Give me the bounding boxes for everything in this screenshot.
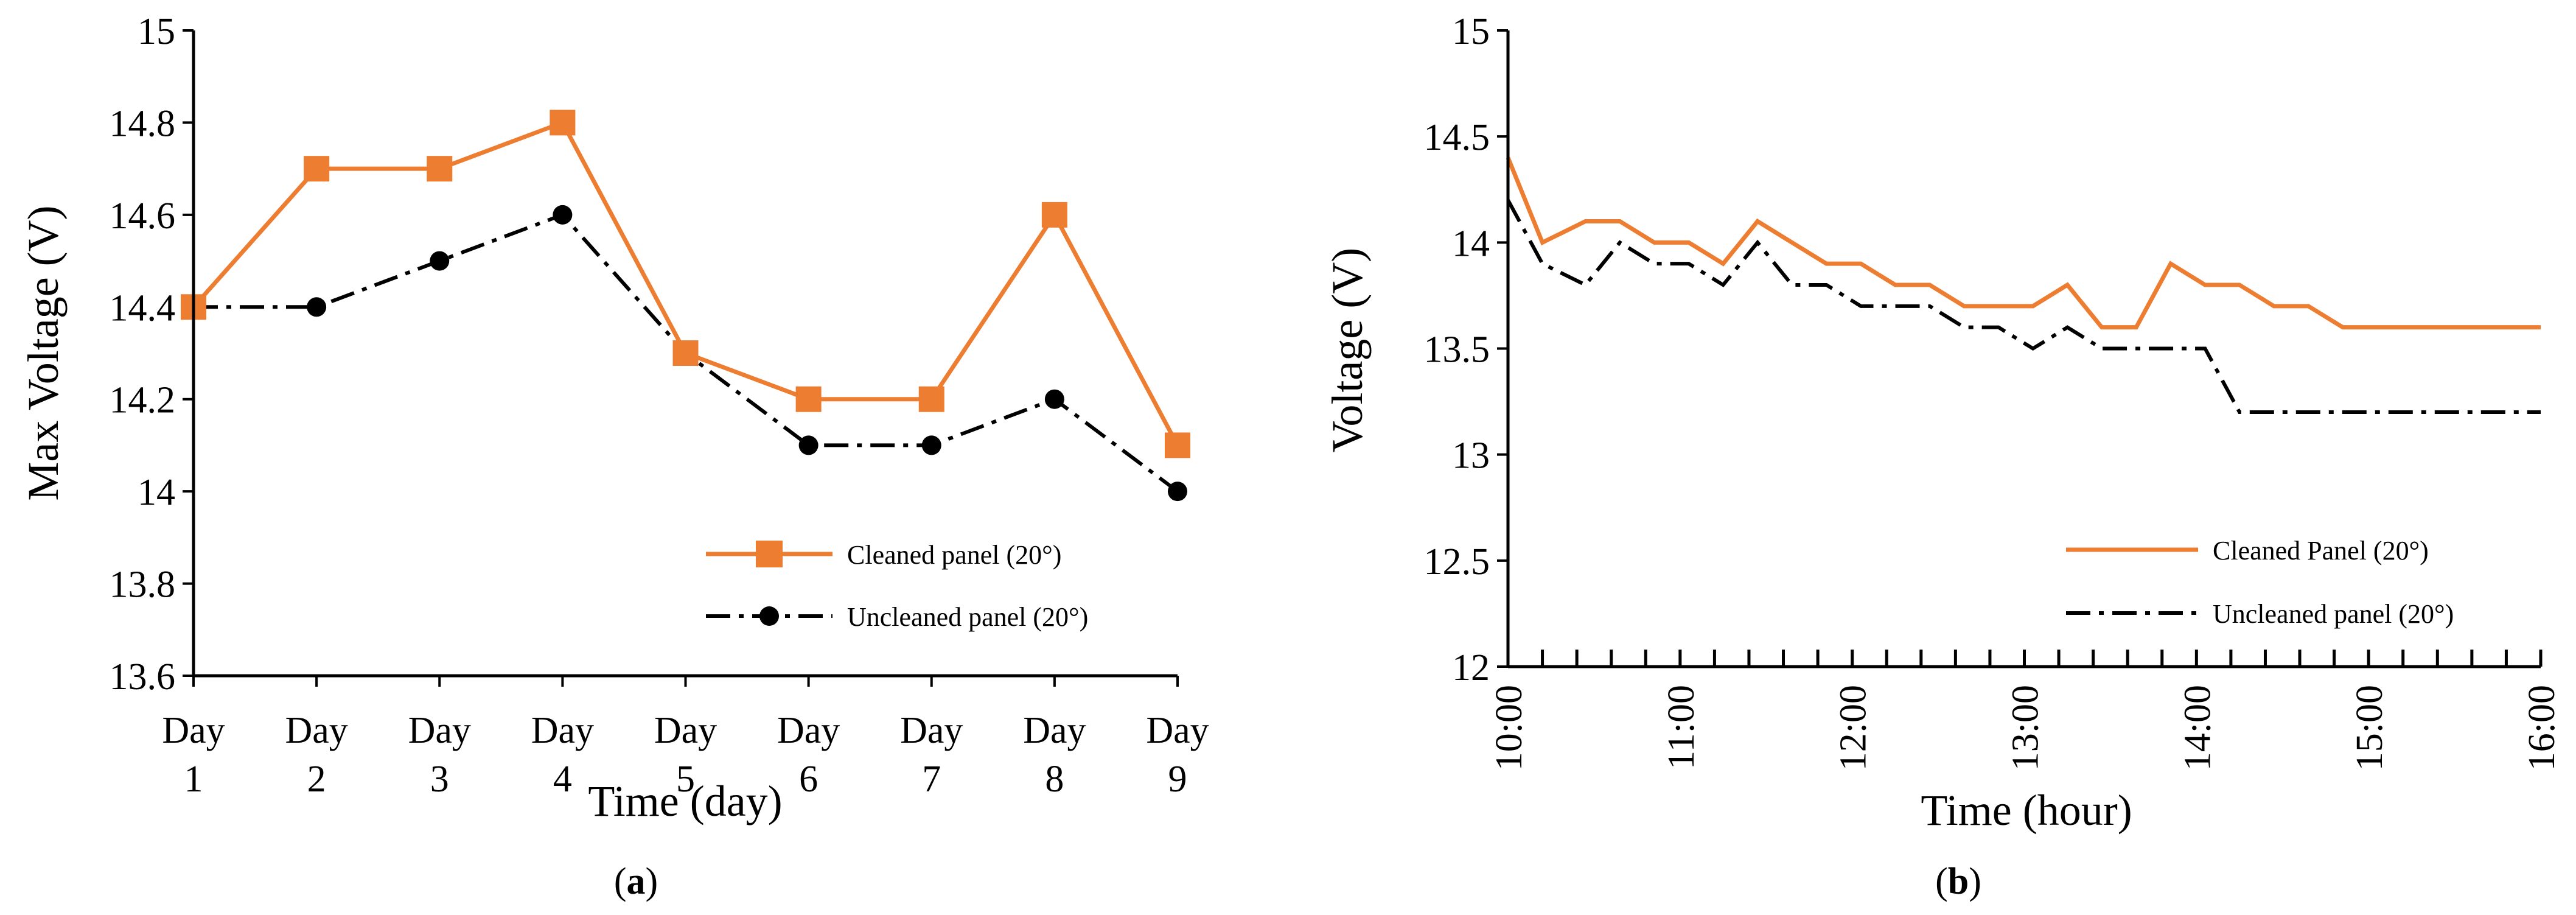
- b-caption-text: (b): [1935, 861, 1981, 902]
- a-legend: Cleaned panel (20°) Uncleaned panel (20°…: [706, 540, 1088, 632]
- a-series-layer: [181, 110, 1190, 502]
- a-legend-label-cleaned: Cleaned panel (20°): [847, 540, 1061, 570]
- a-legend-marker-uncleaned: [759, 606, 779, 626]
- a-point-cleaned: [550, 110, 576, 136]
- b-y-tick-label: 12.5: [1424, 541, 1490, 583]
- a-x-axis-ticks: Day 1 Day 2 Day 3 Day 4 Day 5 Day 6 Day 7 Day 8 Day 9: [162, 676, 1209, 800]
- b-x-tick-label: 14:00: [2177, 685, 2218, 771]
- a-point-cleaned: [918, 386, 944, 412]
- a-x-tick-label-number: 6: [799, 759, 818, 800]
- a-y-tick-label: 14.8: [110, 103, 176, 144]
- a-y-tick-label: 14: [138, 472, 175, 513]
- b-legend-label-cleaned: Cleaned Panel (20°): [2213, 536, 2429, 566]
- b-caption: (b): [1935, 861, 1981, 902]
- a-point-cleaned: [672, 340, 699, 366]
- b-legend-item-uncleaned: Uncleaned panel (20°): [2066, 599, 2454, 629]
- a-point-uncleaned: [1044, 389, 1064, 409]
- b-x-tick-label: 11:00: [1661, 685, 1702, 770]
- a-x-tick-label-day: Day: [285, 710, 347, 751]
- b-x-tick-label: 16:00: [2521, 685, 2563, 771]
- b-y-tick-label: 12: [1452, 647, 1490, 689]
- a-x-axis-title: Time (day): [588, 777, 782, 826]
- a-point-cleaned: [1165, 432, 1190, 458]
- b-y-tick-label: 13.5: [1424, 329, 1490, 371]
- b-caption-letter: b: [1948, 861, 1969, 902]
- a-y-tick-label: 14.2: [110, 380, 176, 421]
- b-series-layer: [1506, 156, 2541, 414]
- b-y-tick-label: 13: [1452, 435, 1490, 477]
- a-x-tick-label-day: Day: [654, 710, 717, 751]
- a-point-uncleaned: [553, 205, 573, 225]
- a-point-uncleaned: [798, 435, 819, 455]
- a-x-tick-label-day: Day: [1023, 710, 1086, 751]
- a-point-cleaned: [795, 386, 822, 412]
- b-y-tick-label: 14.5: [1424, 117, 1490, 158]
- a-point-uncleaned: [307, 297, 327, 317]
- b-caption-close: ): [1969, 861, 1981, 902]
- b-legend-label-uncleaned: Uncleaned panel (20°): [2213, 599, 2454, 629]
- a-y-tick-label: 14.4: [110, 287, 176, 329]
- a-y-axis-title: Max Voltage (V): [19, 205, 68, 500]
- b-y-axis-title: Voltage (V): [1323, 248, 1372, 453]
- b-x-axis-title: Time (hour): [1921, 786, 2132, 835]
- a-series-cleaned-line: [192, 120, 1180, 447]
- a-x-tick-label-number: 7: [922, 759, 941, 800]
- b-legend: Cleaned Panel (20°) Uncleaned panel (20°…: [2066, 536, 2454, 629]
- a-x-tick-label-day: Day: [408, 710, 471, 751]
- a-y-axis-ticks: 13.6 13.8 14 14.2 14.4 14.6 14.8 15: [110, 11, 194, 698]
- a-point-cleaned: [1041, 202, 1067, 228]
- a-x-tick-label-number: 2: [307, 759, 326, 800]
- a-legend-item-uncleaned: Uncleaned panel (20°): [706, 602, 1088, 632]
- b-y-tick-label: 15: [1452, 11, 1490, 52]
- a-legend-item-cleaned: Cleaned panel (20°): [706, 540, 1061, 570]
- b-y-axis-ticks: 12 12.5 13 13.5 14 14.5 15: [1424, 11, 1508, 689]
- b-y-tick-label: 14: [1452, 223, 1490, 264]
- b-series-cleaned-line: [1506, 156, 2541, 330]
- a-y-tick-label: 13.6: [110, 656, 176, 698]
- a-x-tick-label-number: 8: [1045, 759, 1064, 800]
- a-x-tick-label-number: 3: [430, 759, 449, 800]
- a-x-tick-label-number: 1: [184, 759, 203, 800]
- a-x-tick-label-day: Day: [531, 710, 594, 751]
- a-y-tick-label: 15: [138, 11, 175, 52]
- a-legend-marker-cleaned: [756, 541, 783, 567]
- a-point-cleaned: [427, 156, 453, 182]
- a-x-tick-label-day: Day: [900, 710, 963, 751]
- a-point-uncleaned: [921, 435, 941, 455]
- a-point-uncleaned: [430, 251, 450, 271]
- b-x-axis-ticks: 10:00 11:00 12:00 13:00 14:00 15:00 16:00: [1489, 650, 2563, 771]
- a-x-tick-label-day: Day: [1146, 710, 1209, 751]
- a-x-tick-label-number: 4: [553, 759, 572, 800]
- b-x-tick-label: 10:00: [1489, 685, 1530, 771]
- a-y-tick-label: 14.6: [110, 195, 176, 237]
- a-legend-label-uncleaned: Uncleaned panel (20°): [847, 602, 1088, 632]
- b-caption-open: (: [1935, 861, 1948, 902]
- a-x-tick-label-day: Day: [777, 710, 840, 751]
- a-point-uncleaned: [1168, 482, 1187, 502]
- b-x-tick-label: 15:00: [2349, 685, 2390, 771]
- chart-b: 12 12.5 13 13.5 14 14.5 15 10:00 11:00 12:00 13:0…: [1323, 11, 2563, 902]
- b-x-tick-label: 13:00: [2005, 685, 2047, 771]
- b-x-tick-label: 12:00: [1833, 685, 1874, 771]
- a-caption-letter: a: [627, 861, 646, 902]
- b-series-uncleaned-line: [1506, 199, 2541, 414]
- a-x-tick-label-day: Day: [162, 710, 225, 751]
- a-x-tick-label-number: 5: [676, 759, 695, 800]
- a-y-tick-label: 13.8: [110, 564, 176, 606]
- a-caption-close: ): [646, 861, 658, 902]
- a-caption: (a): [614, 861, 658, 902]
- a-caption-open: (: [614, 861, 627, 902]
- a-x-tick-label-number: 9: [1168, 759, 1187, 800]
- a-caption-text: (a): [614, 861, 658, 902]
- a-point-cleaned: [304, 156, 330, 182]
- b-legend-item-cleaned: Cleaned Panel (20°): [2066, 536, 2429, 566]
